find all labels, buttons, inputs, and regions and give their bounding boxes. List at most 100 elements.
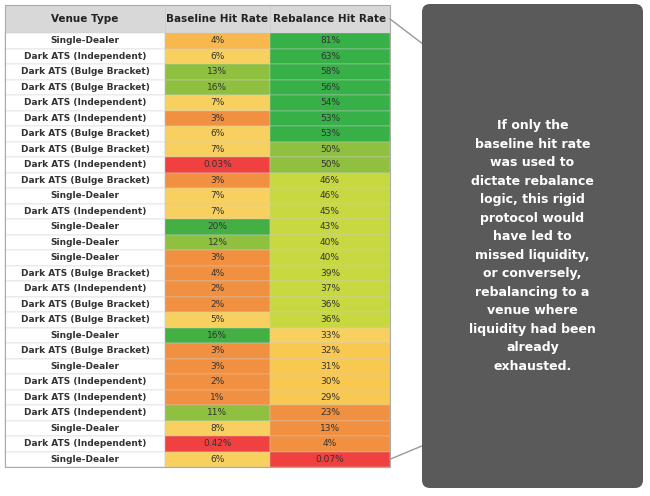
Text: Dark ATS (Independent): Dark ATS (Independent) bbox=[24, 114, 146, 123]
Bar bbox=[5, 157, 165, 173]
Text: 6%: 6% bbox=[211, 129, 225, 138]
Bar bbox=[165, 235, 270, 250]
Text: 0.07%: 0.07% bbox=[316, 455, 344, 464]
Bar bbox=[5, 203, 165, 219]
Text: 29%: 29% bbox=[320, 393, 340, 402]
Text: 58%: 58% bbox=[320, 67, 340, 76]
Text: 7%: 7% bbox=[211, 191, 225, 200]
Text: 16%: 16% bbox=[207, 331, 227, 340]
Bar bbox=[165, 312, 270, 327]
Text: 2%: 2% bbox=[211, 377, 225, 386]
Bar bbox=[5, 265, 165, 281]
Text: 8%: 8% bbox=[211, 424, 225, 433]
Text: 40%: 40% bbox=[320, 253, 340, 262]
Text: 13%: 13% bbox=[320, 424, 340, 433]
Text: 4%: 4% bbox=[323, 439, 337, 448]
Bar bbox=[165, 203, 270, 219]
Bar bbox=[5, 235, 165, 250]
Text: Single-Dealer: Single-Dealer bbox=[51, 424, 120, 433]
Bar bbox=[270, 79, 390, 95]
Bar bbox=[5, 95, 165, 111]
Bar bbox=[270, 312, 390, 327]
Bar bbox=[5, 141, 165, 157]
Text: Dark ATS (Bulge Bracket): Dark ATS (Bulge Bracket) bbox=[21, 346, 150, 355]
Bar bbox=[165, 5, 270, 33]
Text: 30%: 30% bbox=[320, 377, 340, 386]
Bar bbox=[270, 281, 390, 297]
Text: 37%: 37% bbox=[320, 284, 340, 293]
Text: 5%: 5% bbox=[211, 315, 225, 324]
Text: 33%: 33% bbox=[320, 331, 340, 340]
Bar bbox=[270, 64, 390, 79]
Text: Dark ATS (Bulge Bracket): Dark ATS (Bulge Bracket) bbox=[21, 315, 150, 324]
Bar bbox=[270, 436, 390, 451]
Text: Dark ATS (Independent): Dark ATS (Independent) bbox=[24, 408, 146, 417]
Text: Baseline Hit Rate: Baseline Hit Rate bbox=[166, 14, 268, 24]
Text: Single-Dealer: Single-Dealer bbox=[51, 331, 120, 340]
Text: 7%: 7% bbox=[211, 98, 225, 107]
Bar bbox=[165, 265, 270, 281]
Text: 56%: 56% bbox=[320, 83, 340, 92]
Text: Dark ATS (Bulge Bracket): Dark ATS (Bulge Bracket) bbox=[21, 67, 150, 76]
Text: 46%: 46% bbox=[320, 176, 340, 185]
Bar bbox=[165, 157, 270, 173]
Bar bbox=[270, 405, 390, 421]
Text: Dark ATS (Independent): Dark ATS (Independent) bbox=[24, 160, 146, 169]
Text: 43%: 43% bbox=[320, 222, 340, 231]
Text: Dark ATS (Bulge Bracket): Dark ATS (Bulge Bracket) bbox=[21, 176, 150, 185]
Text: Single-Dealer: Single-Dealer bbox=[51, 36, 120, 45]
Bar bbox=[5, 297, 165, 312]
Bar bbox=[270, 203, 390, 219]
Bar bbox=[270, 157, 390, 173]
Text: 6%: 6% bbox=[211, 52, 225, 61]
Text: 4%: 4% bbox=[211, 269, 225, 278]
Text: 13%: 13% bbox=[207, 67, 227, 76]
Text: Dark ATS (Independent): Dark ATS (Independent) bbox=[24, 284, 146, 293]
Text: 16%: 16% bbox=[207, 83, 227, 92]
Text: 3%: 3% bbox=[211, 114, 225, 123]
Text: 45%: 45% bbox=[320, 207, 340, 216]
Bar bbox=[5, 327, 165, 343]
Bar bbox=[165, 49, 270, 64]
Text: 3%: 3% bbox=[211, 253, 225, 262]
Text: Dark ATS (Bulge Bracket): Dark ATS (Bulge Bracket) bbox=[21, 83, 150, 92]
Bar bbox=[5, 389, 165, 405]
Bar bbox=[5, 79, 165, 95]
Bar bbox=[165, 343, 270, 359]
Text: Dark ATS (Independent): Dark ATS (Independent) bbox=[24, 207, 146, 216]
Bar bbox=[165, 297, 270, 312]
Bar bbox=[270, 265, 390, 281]
Text: Venue Type: Venue Type bbox=[51, 14, 119, 24]
Bar bbox=[5, 436, 165, 451]
Bar bbox=[165, 95, 270, 111]
Text: Dark ATS (Bulge Bracket): Dark ATS (Bulge Bracket) bbox=[21, 300, 150, 309]
Bar bbox=[270, 219, 390, 235]
Bar bbox=[5, 312, 165, 327]
Text: Dark ATS (Independent): Dark ATS (Independent) bbox=[24, 439, 146, 448]
Text: 6%: 6% bbox=[211, 455, 225, 464]
Text: 53%: 53% bbox=[320, 114, 340, 123]
Text: 53%: 53% bbox=[320, 129, 340, 138]
Text: 36%: 36% bbox=[320, 315, 340, 324]
Bar bbox=[165, 126, 270, 141]
Bar bbox=[270, 188, 390, 203]
Text: 63%: 63% bbox=[320, 52, 340, 61]
Text: 7%: 7% bbox=[211, 145, 225, 154]
Text: 3%: 3% bbox=[211, 176, 225, 185]
Text: 50%: 50% bbox=[320, 160, 340, 169]
Bar bbox=[165, 250, 270, 265]
Bar bbox=[270, 126, 390, 141]
Bar bbox=[165, 374, 270, 389]
Text: Single-Dealer: Single-Dealer bbox=[51, 191, 120, 200]
Text: 40%: 40% bbox=[320, 238, 340, 247]
Bar bbox=[270, 5, 390, 33]
Bar bbox=[165, 219, 270, 235]
Bar bbox=[270, 33, 390, 49]
Bar bbox=[165, 281, 270, 297]
Bar bbox=[270, 327, 390, 343]
Text: 54%: 54% bbox=[320, 98, 340, 107]
Bar bbox=[165, 327, 270, 343]
Bar bbox=[165, 79, 270, 95]
Text: 2%: 2% bbox=[211, 284, 225, 293]
Bar bbox=[165, 173, 270, 188]
